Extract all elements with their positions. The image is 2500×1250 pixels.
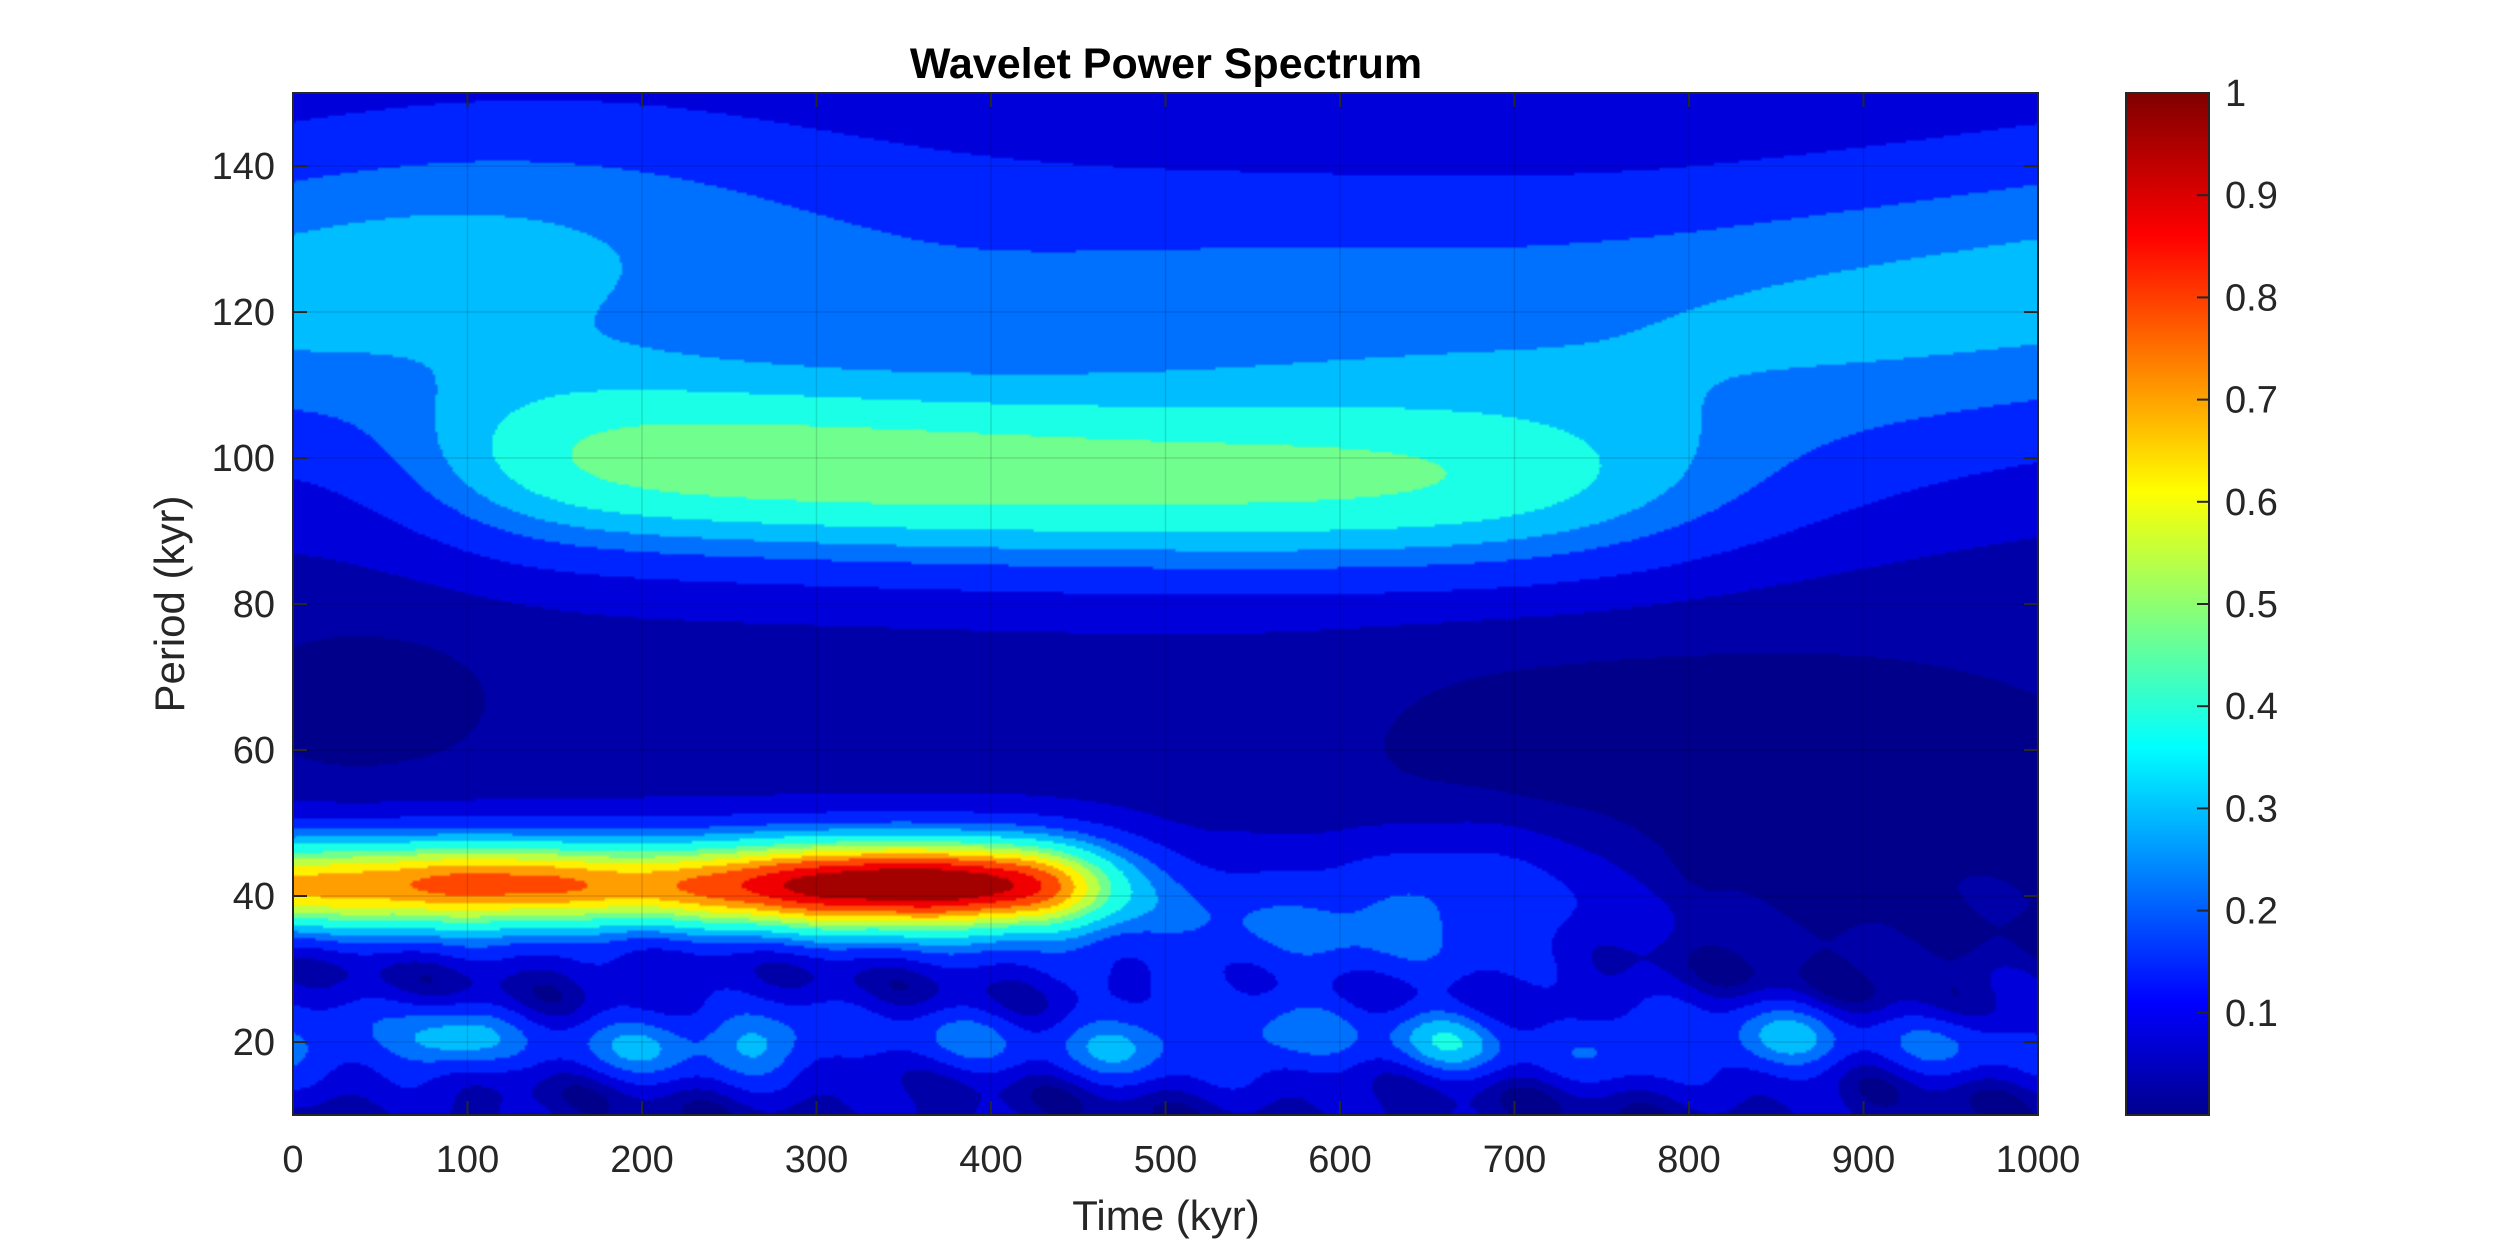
chart-title: Wavelet Power Spectrum [910,40,1422,88]
colorbar-tick-label: 0.4 [2225,686,2278,728]
colorbar-tick-label: 0.6 [2225,482,2278,524]
y-axis-label: Period (kyr) [146,495,193,712]
y-tick-label: 100 [212,438,275,480]
wavelet-power-heatmap [293,93,2038,1115]
colorbar: 0.1 0.2 0.3 0.4 0.5 0.6 0.7 0.8 0.9 1 [2125,73,2278,1116]
x-tick-label: 400 [959,1139,1022,1181]
colorbar-tick-label: 0.3 [2225,788,2278,830]
colorbar-ticks: 0.1 0.2 0.3 0.4 0.5 0.6 0.7 0.8 0.9 1 [2197,73,2278,1035]
y-tick-label: 40 [233,876,275,918]
x-axis-label: Time (kyr) [1072,1192,1259,1239]
x-tick-label: 800 [1657,1139,1720,1181]
x-tick-label: 200 [610,1139,673,1181]
x-tick-label: 700 [1483,1139,1546,1181]
x-tick-label: 1000 [1996,1139,2081,1181]
colorbar-tick-label: 0.1 [2225,993,2278,1035]
x-tick-label: 300 [785,1139,848,1181]
colorbar-tick-label: 0.5 [2225,584,2278,626]
y-tick-label: 20 [233,1022,275,1064]
x-tick-label: 900 [1832,1139,1895,1181]
y-tick-label: 60 [233,730,275,772]
y-tick-label: 120 [212,292,275,334]
grid-lines [293,93,2038,1115]
colorbar-gradient [2125,92,2210,1116]
colorbar-tick-label: 0.8 [2225,277,2278,319]
plot-area [292,92,2039,1116]
colorbar-tick-label: 0.7 [2225,380,2278,422]
x-tick-label: 100 [436,1139,499,1181]
colorbar-tick-label: 1 [2225,73,2246,115]
y-tick-label: 80 [233,584,275,626]
x-tick-label: 0 [282,1139,303,1181]
y-tick-label: 140 [212,146,275,188]
x-tick-label: 600 [1308,1139,1371,1181]
colorbar-tick-label: 0.2 [2225,891,2278,933]
colorbar-tick-label: 0.9 [2225,175,2278,217]
x-axis: 0 100 200 300 400 500 600 700 800 900 1000 [282,93,2080,1181]
y-axis: 20 40 60 80 100 120 140 [212,146,2038,1064]
x-tick-label: 500 [1134,1139,1197,1181]
